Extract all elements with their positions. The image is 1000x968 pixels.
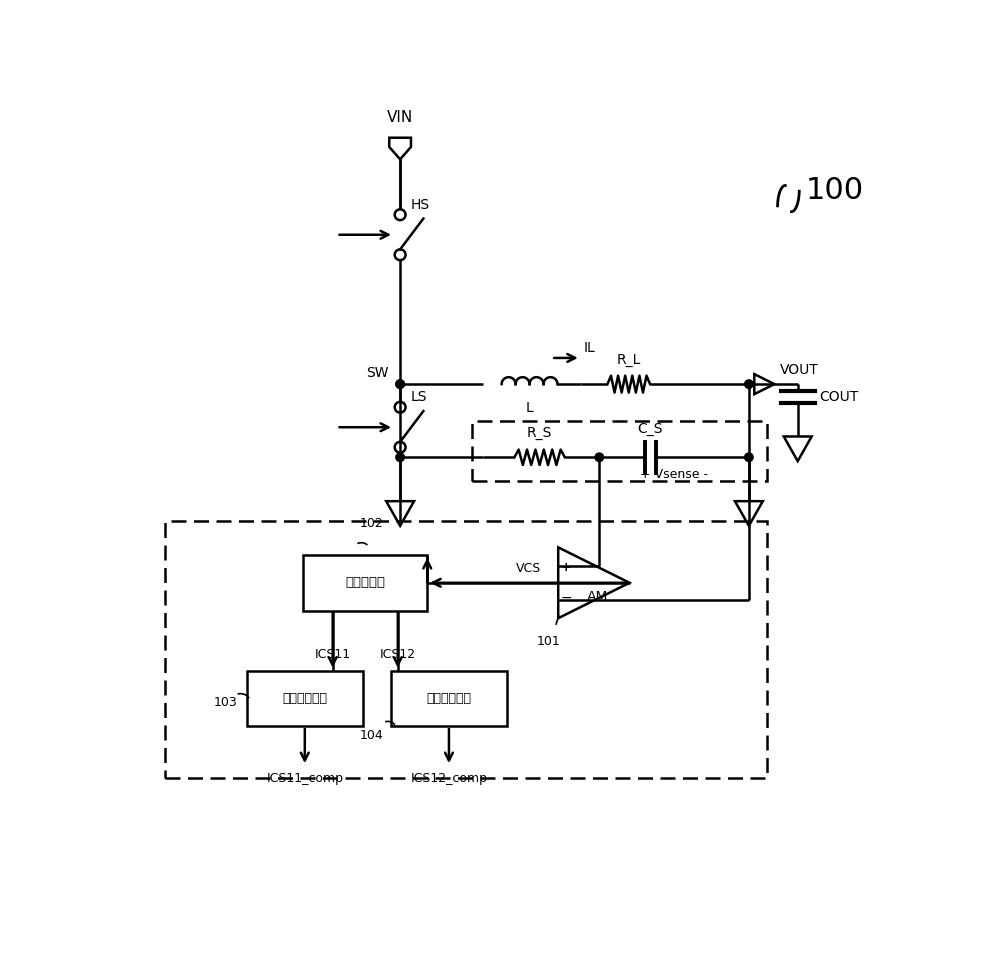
Text: ICS12: ICS12 (380, 649, 416, 661)
Text: L: L (526, 401, 533, 415)
Text: SW: SW (366, 366, 388, 380)
Text: 101: 101 (537, 635, 560, 649)
Text: + Vsense -: + Vsense - (640, 469, 708, 481)
Text: ICS11_comp: ICS11_comp (266, 772, 343, 785)
Circle shape (745, 453, 753, 462)
Text: 第二补唇电路: 第二补唇电路 (426, 692, 471, 705)
Text: IL: IL (584, 341, 596, 355)
Text: VIN: VIN (387, 110, 413, 126)
Text: −: − (560, 590, 572, 605)
Circle shape (396, 379, 404, 388)
Text: VOUT: VOUT (780, 363, 819, 378)
Text: HS: HS (411, 197, 430, 212)
Circle shape (396, 453, 404, 462)
Circle shape (745, 379, 753, 388)
Text: 100: 100 (805, 175, 864, 204)
Text: LS: LS (411, 390, 427, 405)
Text: AM: AM (587, 590, 608, 604)
Text: VCS: VCS (516, 562, 541, 575)
Text: +: + (561, 561, 571, 574)
Text: 104: 104 (359, 729, 383, 741)
Text: 第一补唇电路: 第一补唇电路 (282, 692, 327, 705)
Text: R_S: R_S (527, 426, 552, 440)
Text: 电流镜电路: 电流镜电路 (345, 576, 385, 590)
Text: C_S: C_S (638, 422, 663, 437)
Text: ICS11: ICS11 (315, 649, 351, 661)
Circle shape (595, 453, 604, 462)
Circle shape (396, 379, 404, 388)
Text: 102: 102 (360, 518, 383, 530)
Text: ICS12_comp: ICS12_comp (410, 772, 487, 785)
Text: COUT: COUT (819, 390, 859, 405)
Text: 103: 103 (214, 696, 238, 709)
Text: R_L: R_L (617, 353, 641, 367)
